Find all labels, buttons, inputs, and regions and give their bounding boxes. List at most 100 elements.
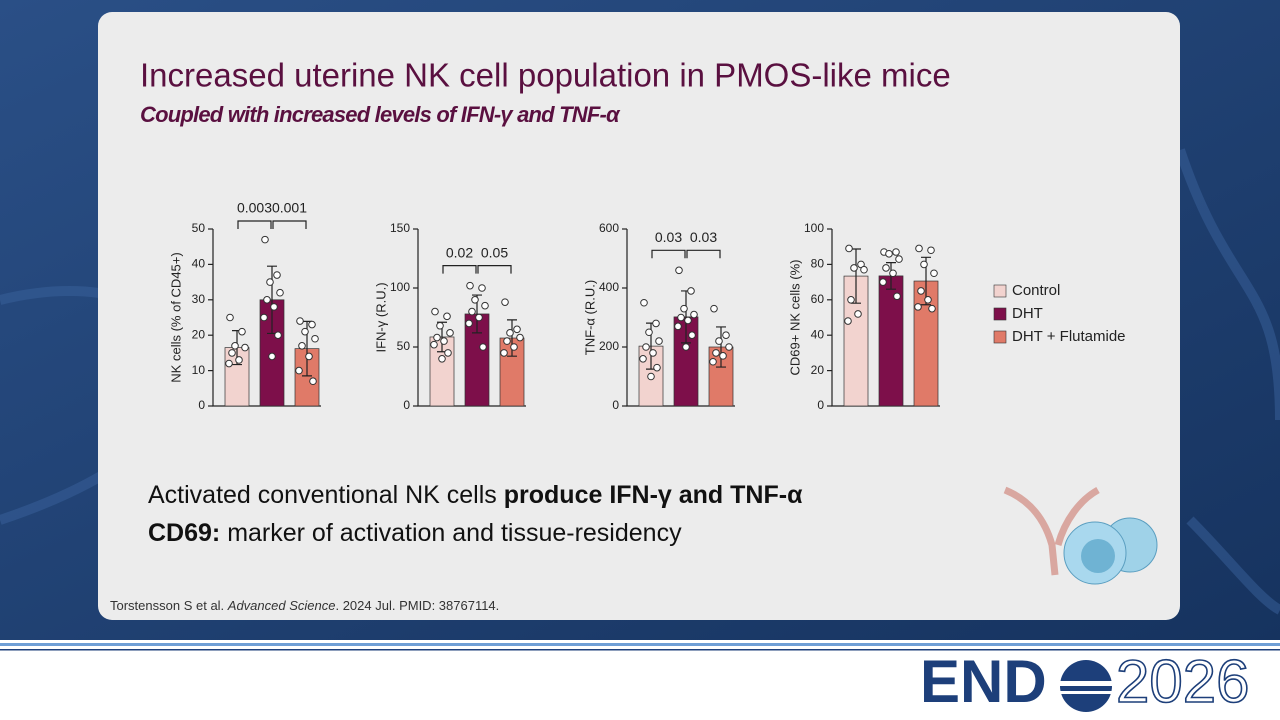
data-point bbox=[440, 337, 448, 345]
data-point bbox=[305, 352, 313, 361]
data-point bbox=[309, 377, 317, 386]
p-value: 0.003 bbox=[237, 200, 272, 216]
data-point bbox=[895, 255, 903, 263]
y-tick-label: 40 bbox=[811, 327, 825, 341]
citation: Torstensson S et al. Advanced Science. 2… bbox=[110, 598, 499, 613]
data-point bbox=[479, 343, 487, 351]
y-tick-label: 20 bbox=[811, 363, 825, 377]
data-point bbox=[478, 284, 486, 292]
data-point bbox=[649, 349, 657, 357]
legend-label: DHT + Flutamide bbox=[1012, 328, 1126, 345]
bullet: CD69: marker of activation and tissue-re… bbox=[148, 519, 682, 547]
data-point bbox=[879, 278, 887, 286]
data-point bbox=[844, 317, 852, 325]
bullet-emphasis: CD69: bbox=[148, 519, 220, 547]
data-point bbox=[444, 349, 452, 357]
data-point bbox=[927, 246, 935, 255]
data-point bbox=[719, 352, 727, 360]
data-point bbox=[642, 343, 650, 351]
significance-bracket bbox=[272, 220, 307, 229]
bullet-text: Activated conventional NK cells bbox=[148, 481, 504, 509]
significance-bracket bbox=[477, 265, 512, 274]
data-point bbox=[231, 342, 239, 350]
data-point bbox=[481, 301, 489, 310]
data-point bbox=[261, 235, 269, 244]
y-tick-label: 10 bbox=[192, 363, 206, 377]
data-point bbox=[645, 328, 653, 337]
data-point bbox=[914, 303, 922, 311]
data-point bbox=[682, 343, 690, 351]
citation-rest: . 2024 Jul. PMID: 38767114. bbox=[335, 598, 499, 613]
data-point bbox=[928, 304, 936, 313]
data-point bbox=[847, 296, 855, 304]
footer-line bbox=[0, 643, 1280, 646]
data-point bbox=[930, 269, 938, 278]
data-point bbox=[268, 352, 276, 361]
data-point bbox=[274, 331, 282, 340]
error-bar bbox=[716, 326, 726, 368]
data-point bbox=[430, 340, 438, 349]
data-point bbox=[510, 343, 518, 351]
p-value: 0.001 bbox=[272, 200, 307, 216]
data-point bbox=[501, 298, 509, 306]
data-point bbox=[652, 319, 660, 328]
p-value: 0.05 bbox=[481, 244, 508, 260]
data-point bbox=[715, 337, 723, 345]
y-tick-label: 150 bbox=[390, 221, 410, 235]
y-axis-label: CD69+ NK cells (%) bbox=[787, 260, 802, 376]
y-tick-label: 200 bbox=[599, 339, 619, 353]
data-point bbox=[653, 363, 661, 372]
data-point bbox=[722, 331, 730, 340]
y-tick-label: 50 bbox=[192, 221, 206, 235]
citation-authors: Torstensson S et al. bbox=[110, 598, 228, 613]
data-point bbox=[688, 331, 696, 340]
y-tick-label: 60 bbox=[811, 292, 825, 306]
data-point bbox=[854, 310, 862, 318]
bullet: Activated conventional NK cells produce … bbox=[148, 481, 803, 509]
y-tick-label: 40 bbox=[192, 257, 206, 271]
y-tick-label: 0 bbox=[817, 398, 824, 412]
data-point bbox=[500, 349, 508, 357]
data-point bbox=[465, 319, 473, 328]
data-point bbox=[712, 349, 720, 357]
data-point bbox=[920, 260, 928, 269]
data-point bbox=[882, 264, 890, 272]
slide-title: Increased uterine NK cell population in … bbox=[140, 57, 951, 94]
data-point bbox=[260, 313, 268, 322]
data-point bbox=[295, 366, 303, 375]
p-value: 0.02 bbox=[446, 244, 473, 260]
y-tick-label: 0 bbox=[198, 398, 205, 412]
data-point bbox=[266, 278, 274, 286]
data-point bbox=[276, 288, 284, 297]
logo-text: 2026 bbox=[1116, 648, 1249, 715]
citation-journal: Advanced Science bbox=[227, 598, 336, 613]
significance-bracket bbox=[686, 249, 721, 259]
y-tick-label: 0 bbox=[612, 398, 619, 412]
data-point bbox=[438, 355, 446, 363]
y-tick-label: 0 bbox=[403, 398, 410, 412]
y-tick-label: 100 bbox=[390, 280, 410, 294]
data-point bbox=[298, 342, 306, 350]
logo-text: END bbox=[920, 648, 1047, 715]
data-point bbox=[468, 307, 476, 316]
data-point bbox=[845, 244, 853, 253]
data-point bbox=[225, 359, 233, 368]
data-point bbox=[228, 349, 236, 357]
bullet-text: marker of activation and tissue-residenc… bbox=[220, 519, 682, 547]
logo-globe bbox=[1058, 660, 1114, 712]
data-point bbox=[860, 265, 868, 274]
legend-swatch bbox=[993, 284, 1007, 298]
data-point bbox=[443, 312, 451, 321]
legend-label: DHT bbox=[1012, 305, 1043, 322]
data-point bbox=[687, 287, 695, 295]
y-axis-label: NK cells (% of CD45+) bbox=[168, 252, 183, 382]
data-point bbox=[889, 269, 897, 278]
data-point bbox=[235, 356, 243, 364]
significance-bracket bbox=[237, 220, 272, 229]
data-point bbox=[506, 329, 514, 337]
data-point bbox=[270, 303, 278, 311]
data-point bbox=[640, 298, 648, 307]
data-point bbox=[263, 296, 271, 304]
data-point bbox=[850, 264, 858, 272]
data-point bbox=[677, 313, 685, 322]
